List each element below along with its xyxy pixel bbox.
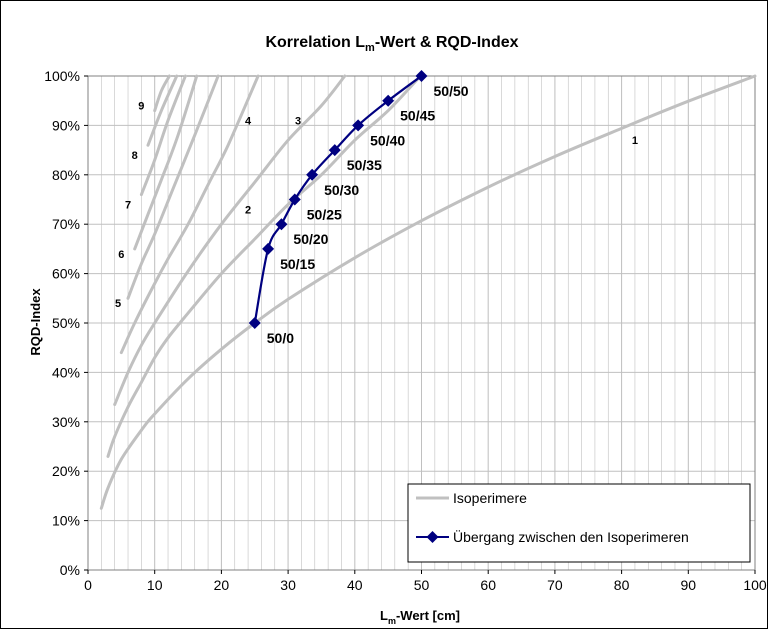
transition-point-label: 50/15 — [280, 256, 315, 272]
transition-point-marker — [248, 317, 261, 329]
legend-box — [407, 483, 751, 563]
curve-labels: 1 2 3 4 5 6 7 8 9 — [115, 101, 638, 311]
transition-point-marker — [415, 70, 428, 82]
transition-point-marker — [328, 144, 341, 157]
isoperimeter-curve-4 — [119, 74, 260, 355]
x-tick-label: 20 — [214, 577, 230, 593]
transition-point-label: 50/35 — [347, 157, 382, 173]
isoperimeter-curve-2 — [106, 77, 420, 458]
isoperimeter-curve-6 — [133, 74, 199, 251]
y-tick-label: 60% — [52, 266, 80, 282]
curve-label-6: 6 — [118, 249, 124, 261]
curve-label-4: 4 — [245, 115, 252, 127]
transition-line — [253, 75, 423, 324]
isoperimeter-curves — [99, 74, 757, 510]
y-tick-label: 50% — [52, 315, 80, 331]
y-tick-label: 0% — [60, 562, 80, 578]
y-tick-label: 70% — [52, 216, 80, 232]
x-tick-label: 90 — [681, 577, 697, 593]
curve-label-9: 9 — [138, 101, 144, 113]
legend-marker-diamond — [426, 531, 439, 543]
legend-label-transition: Übergang zwischen den Isoperimeren — [453, 528, 689, 545]
transition-point-label: 50/20 — [293, 231, 328, 247]
x-tick-label: 40 — [347, 577, 363, 593]
transition-point-label: 50/0 — [267, 330, 294, 346]
legend-label-isoperimeter: Isoperimere — [453, 490, 527, 506]
isoperimeter-curve-9 — [153, 74, 171, 113]
x-tick-label: 60 — [480, 577, 496, 593]
transition-point-marker — [352, 119, 365, 132]
transition-point-marker — [306, 168, 319, 181]
transition-point-marker — [275, 218, 288, 231]
isoperimeter-curve-3 — [113, 74, 347, 406]
transition-point-labels: 50/0 50/15 50/20 50/25 50/30 50/35 50/40 50/45 5… — [267, 83, 469, 346]
curve-label-1: 1 — [632, 135, 638, 147]
x-tick-label: 10 — [147, 577, 163, 593]
x-tick-label: 100 — [743, 577, 767, 593]
y-tick-label: 10% — [52, 513, 80, 529]
y-tick-label: 40% — [52, 364, 80, 380]
legend: Isoperimere Übergang zwischen den Isoper… — [407, 483, 751, 563]
curve-label-7: 7 — [125, 199, 131, 211]
y-tick-label: 80% — [52, 167, 80, 183]
y-tick-label: 30% — [52, 414, 80, 430]
x-tick-label: 70 — [547, 577, 563, 593]
y-axis-label: RQD-Index — [28, 288, 43, 356]
transition-point-label: 50/40 — [370, 132, 405, 148]
y-tick-label: 90% — [52, 117, 80, 133]
transition-point-label: 50/45 — [400, 108, 435, 124]
isoperimeter-curve-8 — [146, 74, 179, 147]
curve-label-5: 5 — [115, 298, 121, 310]
x-tick-label: 80 — [614, 577, 630, 593]
x-tick-label: 30 — [280, 577, 296, 593]
isoperimeter-curve-1 — [99, 74, 757, 510]
transition-point-marker — [288, 193, 301, 206]
x-tick-label: 0 — [84, 577, 92, 593]
transition-point-marker — [262, 242, 275, 255]
chart-title: Korrelation Lm-Wert & RQD-Index — [265, 34, 518, 54]
y-tick-label: 100% — [44, 68, 80, 84]
transition-point-label: 50/50 — [434, 83, 469, 99]
transition-point-label: 50/25 — [307, 207, 342, 223]
transition-series — [248, 70, 428, 329]
isoperimeter-curve-7 — [139, 74, 187, 197]
y-axis-ticks: 0% 10% 20% 30% 40% 50% 60% 70% 80% 90% 100% — [44, 68, 88, 578]
isoperimeter-curve-5 — [126, 74, 220, 300]
curve-label-2: 2 — [245, 204, 251, 216]
x-axis-label: Lm-Wert [cm] — [380, 608, 460, 626]
transition-point-label: 50/30 — [324, 182, 359, 198]
transition-point-marker — [382, 94, 395, 107]
curve-label-8: 8 — [132, 150, 138, 162]
curve-label-3: 3 — [295, 115, 301, 127]
x-axis-ticks: 0 10 20 30 40 50 60 70 80 90 100 — [84, 570, 767, 593]
x-tick-label: 50 — [414, 577, 430, 593]
y-tick-label: 20% — [52, 463, 80, 479]
